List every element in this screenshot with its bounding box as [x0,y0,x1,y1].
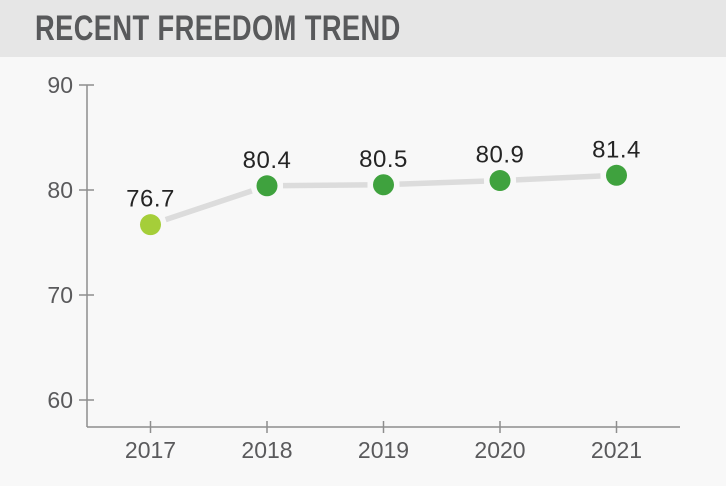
trend-line-segment [164,188,253,223]
data-point [489,170,511,192]
data-point-label: 80.9 [476,142,525,169]
x-tick-label: 2020 [474,437,525,463]
data-point-label: 80.4 [243,147,292,174]
trend-line-segment [515,173,601,183]
data-point [256,175,278,197]
chart-title: RECENT FREEDOM TREND [35,8,401,48]
x-tick-label: 2019 [358,437,409,463]
data-point [606,164,627,186]
x-tick-label: 2018 [241,437,292,463]
data-point-label: 81.4 [592,136,641,163]
chart-title-bar: RECENT FREEDOM TREND [0,0,726,57]
data-point [140,214,161,236]
y-tick-label: 60 [47,387,73,413]
data-point-label: 80.5 [359,146,408,173]
x-tick-label: 2021 [591,437,642,463]
x-tick-label: 2017 [125,437,176,463]
trend-line-segment [282,182,368,189]
trend-line-segment [399,178,485,187]
data-point-label: 76.7 [126,186,175,213]
y-tick-label: 90 [47,72,73,98]
y-tick-label: 70 [47,282,73,308]
data-point [373,174,394,196]
y-tick-label: 80 [47,177,73,203]
